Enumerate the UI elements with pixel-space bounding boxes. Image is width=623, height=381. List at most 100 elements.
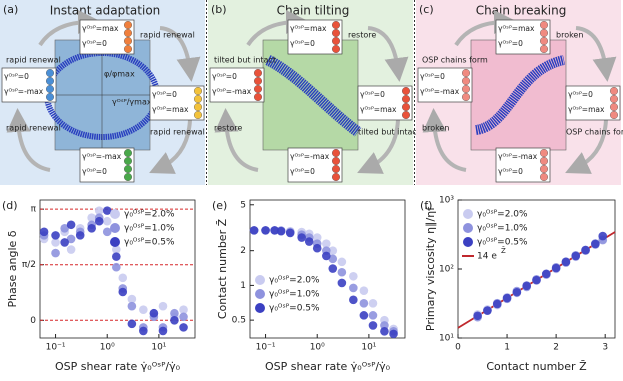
legend-label: γ₀ᴼˢᴾ=0.5% (269, 304, 320, 314)
chain-ball (193, 110, 202, 119)
chain-ball (540, 172, 549, 181)
y-tick-label: 0 (30, 316, 36, 326)
state-label: γᴼˢᴾ=0 (360, 90, 385, 99)
transition-note: tilted but intact (358, 128, 420, 137)
chain-ball (610, 94, 619, 103)
cycle-arrow (422, 108, 467, 172)
cycle-arrow (214, 108, 259, 172)
panel-letter: (d) (2, 199, 18, 212)
data-point (349, 283, 358, 293)
x-tick-label: 10⁰ (100, 343, 115, 353)
data-point (285, 228, 295, 238)
state-label: γᴼˢᴾ=max (568, 105, 605, 114)
data-point (368, 298, 378, 308)
chain-ball (462, 76, 471, 85)
data-point (179, 312, 188, 322)
axis-label: φ/φmax (104, 70, 135, 79)
data-point (139, 326, 148, 336)
data-point (337, 257, 347, 267)
data-point (170, 308, 179, 318)
data-point (349, 271, 358, 281)
legend-marker (255, 289, 265, 299)
chain-ball (540, 37, 549, 46)
data-point (179, 305, 188, 314)
data-point (127, 319, 137, 329)
cycle-arrow (149, 119, 192, 174)
transition-note: broken (556, 31, 583, 40)
x-tick-label: 10⁻¹ (46, 343, 66, 353)
data-point (118, 287, 128, 297)
chain-ball (332, 148, 341, 157)
x-tick-label: 2 (553, 343, 559, 353)
transition-note: restore (348, 31, 376, 40)
data-point (102, 206, 112, 215)
chain-ball (332, 37, 341, 46)
legend-exponent: Z̄ (501, 246, 506, 255)
data-point (127, 301, 137, 311)
state-label: γᴼˢᴾ=max (82, 24, 119, 33)
chain-ball (123, 29, 132, 38)
chain-ball (610, 110, 619, 119)
y-tick-label: 2 (240, 246, 246, 256)
transition-note: OSP chains form (566, 128, 623, 137)
chain-ball (46, 92, 55, 101)
chain-ball (540, 45, 549, 54)
legend-label: γ₀ᴼˢᴾ=0.5% (477, 238, 528, 248)
legend-label: γ₀ᴼˢᴾ=2.0% (477, 210, 528, 220)
chain-ball (402, 94, 411, 103)
data-point (270, 226, 279, 235)
data-point (368, 321, 378, 330)
legend-label: γ₀ᴼˢᴾ=1.0% (477, 224, 528, 234)
x-axis-label: Contact number Z̄ (486, 360, 587, 373)
data-point (51, 231, 60, 240)
y-tick-label: 5 (240, 200, 246, 210)
legend-label: γ₀ᴼˢᴾ=1.0% (124, 224, 175, 234)
chain-ball (402, 102, 411, 111)
state-label: γᴼˢᴾ=-max (420, 87, 460, 96)
chain-ball (123, 164, 132, 173)
data-point (261, 226, 270, 235)
x-axis-label: OSP shear rate γ̇₀ᴼˢᴾ/γ̇₀ (55, 360, 181, 373)
chain-ball (253, 92, 262, 101)
data-point (179, 323, 188, 332)
cycle-arrow (367, 26, 409, 82)
legend-label: γ₀ᴼˢᴾ=2.0% (269, 276, 320, 286)
chain-ball (253, 76, 262, 85)
legend-label: γ₀ᴼˢᴾ=1.0% (269, 290, 320, 300)
panel-letter: (f) (420, 199, 432, 212)
cycle-arrow (6, 108, 51, 172)
chain-ball (540, 164, 549, 173)
cycle-arrow (575, 26, 617, 82)
data-point (532, 275, 541, 285)
y-tick-label: 10¹ (439, 334, 454, 344)
x-tick-label: 10⁻¹ (256, 343, 276, 353)
data-point (112, 245, 121, 254)
transition-note: tilted but intact (214, 56, 276, 65)
data-point (102, 216, 112, 226)
data-point (483, 306, 492, 315)
x-tick-label: 10¹ (361, 343, 376, 353)
data-point (276, 226, 286, 236)
legend-label: γ₀ᴼˢᴾ=2.0% (124, 210, 175, 220)
chain-ball (123, 148, 132, 157)
state-label: γᴼˢᴾ=max (290, 24, 327, 33)
state-label: γᴼˢᴾ=0 (290, 39, 315, 48)
transition-note: OSP chains form (422, 56, 488, 65)
cycle-arrow (159, 26, 201, 82)
chain-ball (253, 68, 262, 77)
chain-ball (46, 84, 55, 93)
chain-ball (540, 148, 549, 157)
legend-marker (110, 237, 120, 247)
panel-letter: (e) (212, 199, 227, 212)
data-point (39, 227, 49, 237)
state-label: γᴼˢᴾ=0 (212, 72, 237, 81)
chain-ball (462, 92, 471, 101)
x-tick-label: 1 (504, 343, 510, 353)
data-point (66, 234, 76, 244)
data-point (87, 213, 96, 222)
chain-ball (402, 110, 411, 119)
data-point (337, 267, 347, 277)
y-axis-label: Phase angle δ (6, 230, 19, 307)
